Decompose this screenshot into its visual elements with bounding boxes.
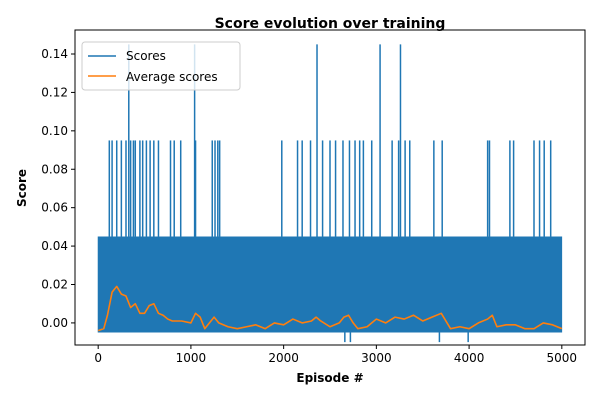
plot-area [97, 44, 563, 343]
legend-label-scores: Scores [126, 49, 166, 63]
x-axis: 0 1000 2000 3000 4000 5000 [94, 345, 577, 365]
y-axis: 0.00 0.02 0.04 0.06 0.08 0.10 0.12 0.14 [41, 47, 75, 330]
y-tick-label-0.08: 0.08 [41, 162, 68, 176]
y-tick-label-0.00: 0.00 [41, 316, 68, 330]
series-average-scores [97, 285, 563, 332]
legend-label-average-scores: Average scores [126, 70, 218, 84]
x-tick-label-0: 0 [94, 351, 102, 365]
x-tick-label-1000: 1000 [176, 351, 207, 365]
x-tick-label-4000: 4000 [454, 351, 485, 365]
x-tick-label-2000: 2000 [268, 351, 299, 365]
series-scores [97, 44, 563, 343]
legend-box [81, 41, 241, 91]
legend: Scores Average scores [81, 41, 241, 91]
y-tick-label-0.14: 0.14 [41, 47, 68, 61]
y-tick-label-0.04: 0.04 [41, 239, 68, 253]
x-axis-label: Episode # [296, 371, 363, 385]
y-tick-label-0.02: 0.02 [41, 277, 68, 291]
chart-title: Score evolution over training [215, 16, 446, 32]
y-tick-label-0.12: 0.12 [41, 85, 68, 99]
y-axis-label: Score [15, 169, 29, 207]
y-tick-label-0.06: 0.06 [41, 201, 68, 215]
x-tick-label-3000: 3000 [361, 351, 392, 365]
series-scores-band [97, 236, 563, 333]
x-tick-label-5000: 5000 [547, 351, 578, 365]
axes-frame [74, 29, 586, 346]
y-tick-label-0.10: 0.10 [41, 124, 68, 138]
